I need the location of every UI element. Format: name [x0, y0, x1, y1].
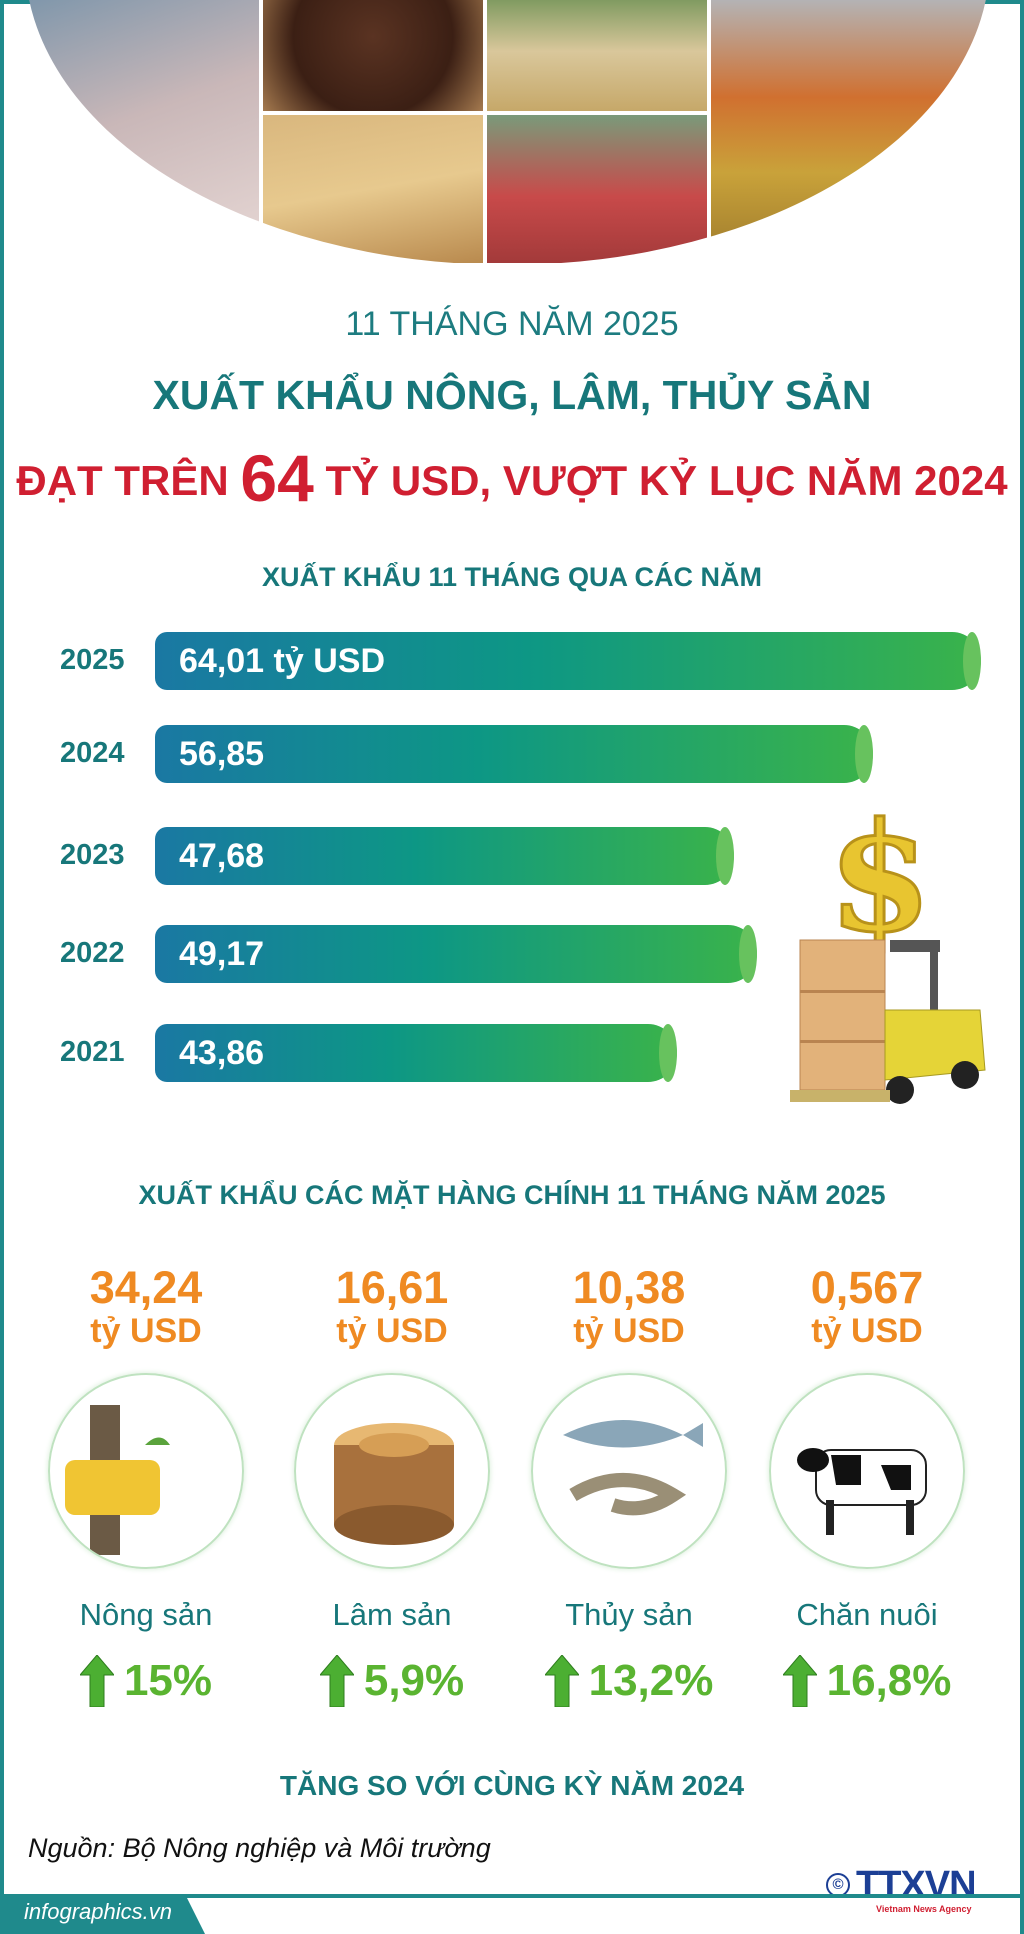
bar-year-label: 2022	[60, 937, 125, 969]
product-value: 16,61	[335, 1262, 449, 1313]
bar-year-label: 2023	[60, 839, 125, 871]
ttxvn-logo: © TTXVN Vietnam News Agency	[826, 1864, 977, 1914]
product-unit: tỷ USD	[573, 1312, 685, 1350]
rubber-tree-icon	[48, 1373, 244, 1569]
growth-rate: 5,9%	[282, 1654, 502, 1708]
bar-2023: 47,68	[155, 827, 734, 885]
product-unit: tỷ USD	[811, 1312, 923, 1350]
product-2: 10,38 tỷ USD Thủy sản 13,2%	[519, 1262, 739, 1708]
growth-value: 16,8%	[826, 1656, 952, 1705]
product-0: 34,24 tỷ USD Nông sản 15%	[36, 1262, 256, 1708]
bar-2022: 49,17	[155, 925, 757, 983]
chart-title: XUẤT KHẨU 11 THÁNG QUA CÁC NĂM	[261, 562, 762, 592]
products-title: XUẤT KHẨU CÁC MẶT HÀNG CHÍNH 11 THÁNG NĂ…	[138, 1180, 886, 1210]
arrow-up-icon	[318, 1654, 355, 1708]
arrow-up-icon	[543, 1654, 580, 1708]
bar-2024: 56,85	[155, 725, 873, 783]
bar-value-label: 56,85	[179, 735, 265, 773]
bar-year-label: 2025	[60, 644, 125, 676]
photo-coffee-beans	[260, 0, 486, 113]
footer-bar	[0, 1894, 1024, 1898]
product-value: 10,38	[572, 1262, 686, 1313]
photo-fruit-sorting	[485, 112, 710, 265]
product-unit: tỷ USD	[90, 1312, 202, 1350]
fish-shrimp-icon	[531, 1373, 727, 1569]
bar-2021: 43,86	[155, 1024, 677, 1082]
growth-rate: 16,8%	[757, 1654, 977, 1708]
bar-value-label: 49,17	[179, 935, 265, 973]
bar-value-label: 47,68	[179, 837, 265, 875]
source-note: Nguồn: Bộ Nông nghiệp và Môi trường	[28, 1833, 491, 1863]
growth-rate: 13,2%	[519, 1654, 739, 1708]
svg-text:$: $	[828, 790, 932, 966]
product-label: Chăn nuôi	[796, 1597, 938, 1632]
bar-value-label: 64,01 tỷ USD	[179, 642, 385, 680]
product-3: 0,567 tỷ USD Chăn nuôi 16,8%	[757, 1262, 977, 1708]
cow-icon	[769, 1373, 965, 1569]
product-value: 34,24	[89, 1262, 203, 1313]
logo-subtext: Vietnam News Agency	[876, 1904, 972, 1914]
wood-log-icon	[294, 1373, 490, 1569]
product-label: Thủy sản	[565, 1597, 693, 1632]
headline: ĐẠT TRÊN 64 TỶ USD, VƯỢT KỶ LỤC NĂM 2024	[0, 440, 1024, 516]
product-label: Lâm sản	[332, 1597, 452, 1632]
main-title: XUẤT KHẨU NÔNG, LÂM, THỦY SẢN	[152, 372, 872, 418]
product-1: 16,61 tỷ USD Lâm sản 5,9%	[282, 1262, 502, 1708]
headline-pre: ĐẠT TRÊN	[16, 457, 229, 504]
growth-value: 5,9%	[363, 1656, 465, 1705]
header-photo-collage	[25, 0, 990, 265]
product-label: Nông sản	[79, 1597, 213, 1632]
headline-big-number: 64	[240, 441, 314, 515]
growth-caption: TĂNG SO VỚI CÙNG KỲ NĂM 2024	[279, 1770, 745, 1801]
product-value: 0,567	[810, 1262, 924, 1313]
site-link[interactable]: infographics.vn	[0, 1894, 205, 1934]
arrow-up-icon	[78, 1654, 116, 1708]
bar-year-label: 2021	[60, 1036, 125, 1068]
period-heading: 11 THÁNG NĂM 2025	[345, 305, 679, 343]
photo-rice	[485, 0, 710, 113]
arrow-up-icon	[781, 1654, 818, 1708]
logo-text: TTXVN	[856, 1864, 977, 1906]
forklift-dollar-icon: $	[790, 789, 986, 1104]
growth-value: 15%	[123, 1656, 213, 1705]
headline-post: TỶ USD, VƯỢT KỶ LỤC NĂM 2024	[325, 457, 1008, 504]
product-unit: tỷ USD	[336, 1312, 448, 1350]
growth-value: 13,2%	[588, 1656, 714, 1705]
bar-value-label: 43,86	[179, 1034, 265, 1072]
bar-year-label: 2024	[60, 737, 125, 769]
growth-rate: 15%	[36, 1654, 256, 1708]
bar-2025: 64,01 tỷ USD	[155, 632, 981, 690]
